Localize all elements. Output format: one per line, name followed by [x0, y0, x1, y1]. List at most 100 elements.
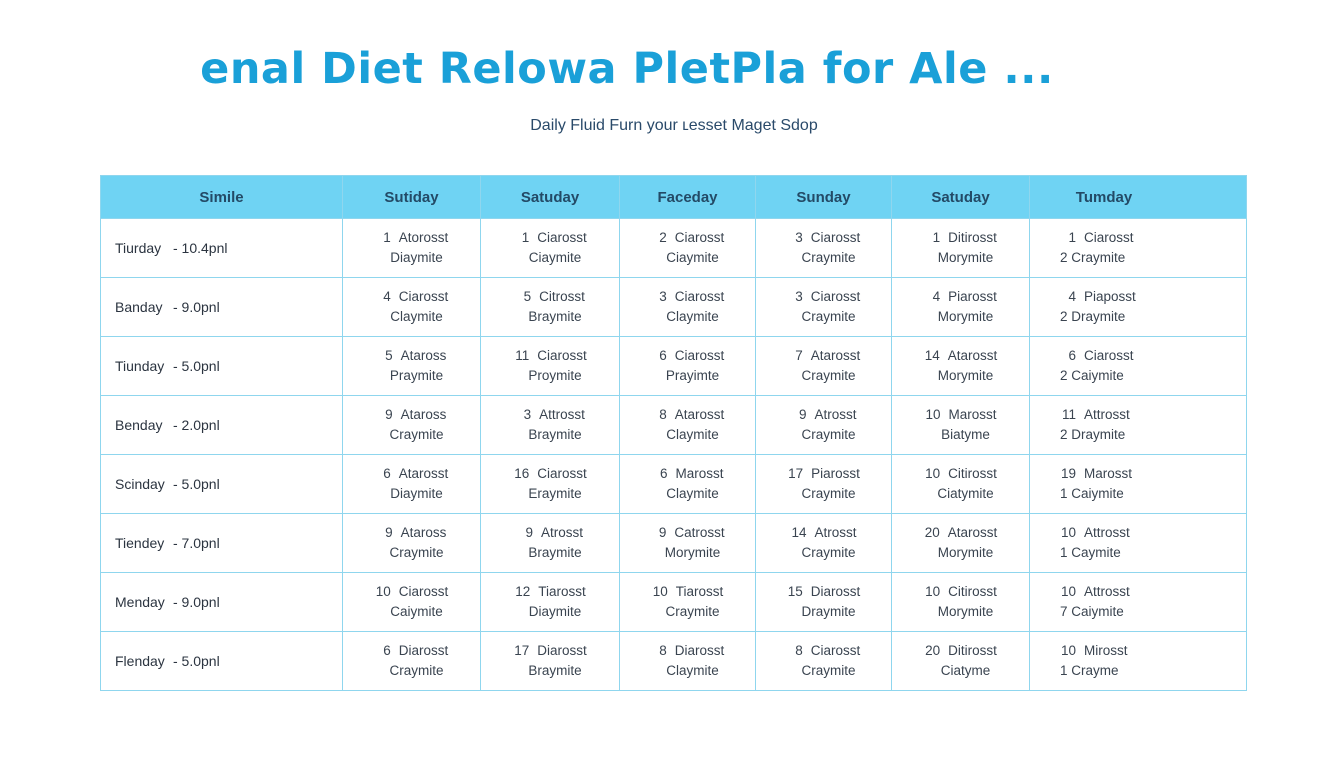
table-cell: 10 Mirosst 1 Crayme: [1029, 631, 1247, 691]
table-cell: 1 Ditirosst Morymite: [891, 218, 1030, 278]
table-row: Tiurday - 10.4pnl 1 Atorosst Diaymite 1 Ciaros…: [100, 218, 1247, 278]
cell-quantity: 10: [652, 584, 668, 599]
page-title: enal Diet Relowa PletPla for Ale ...: [200, 44, 1054, 94]
cell-quantity: 6: [383, 466, 391, 481]
cell-detail: Morymite: [937, 309, 994, 324]
column-header-time: Simile: [100, 175, 343, 219]
cell-quantity: 9: [658, 525, 667, 540]
cell-detail: 2 Caiymite: [1060, 368, 1124, 383]
row-time-label: - 5.0pnl: [173, 653, 220, 669]
cell-item: Ciarosst: [1084, 348, 1134, 363]
row-day-label: Tiendey: [115, 535, 165, 551]
table-cell: 10 Citirosst Ciatymite: [891, 454, 1030, 514]
cell-item: Diarosst: [674, 643, 725, 658]
table-cell: 1 Ciarosst Ciaymite: [480, 218, 620, 278]
cell-item: Attrosst: [1084, 525, 1130, 540]
cell-item: Ciarosst: [537, 466, 587, 481]
row-time-label: - 5.0pnl: [173, 358, 220, 374]
table-cell: 20 Ditirosst Ciatyme: [891, 631, 1030, 691]
cell-quantity: 1: [383, 230, 391, 245]
cell-quantity: 14: [924, 348, 940, 363]
cell-quantity: 10: [925, 407, 941, 422]
cell-quantity: 6: [659, 466, 668, 481]
cell-item: Atarosst: [674, 407, 725, 422]
row-time-cell: Banday - 9.0pnl: [100, 277, 343, 337]
cell-item: Citrosst: [539, 289, 585, 304]
cell-item: Ataross: [400, 348, 447, 363]
cell-detail: Craymite: [801, 545, 856, 560]
table-cell: 8 Diarosst Claymite: [619, 631, 756, 691]
cell-quantity: 19: [1060, 466, 1076, 481]
cell-detail: Craymite: [801, 427, 856, 442]
table-cell: 10 Marosst Biatyme: [891, 395, 1030, 455]
column-header-label: Faceday: [657, 188, 718, 206]
table-cell: 12 Tiarosst Diaymite: [480, 572, 620, 632]
cell-item: Attrosst: [1084, 584, 1130, 599]
cell-detail: 2 Draymite: [1060, 427, 1126, 442]
cell-item: Ciarosst: [674, 230, 725, 245]
cell-item: Piarosst: [811, 466, 860, 481]
cell-quantity: 4: [932, 289, 941, 304]
cell-detail: Craymite: [801, 250, 856, 265]
row-day-label: Tiunday: [115, 358, 165, 374]
cell-quantity: 16: [514, 466, 530, 481]
cell-detail: Ciatyme: [940, 663, 991, 678]
table-cell: 9 Atrosst Craymite: [755, 395, 892, 455]
table-cell: 10 Tiarosst Craymite: [619, 572, 756, 632]
column-header-day: Sutiday: [342, 175, 481, 219]
cell-quantity: 3: [795, 230, 803, 245]
cell-item: Catrosst: [674, 525, 725, 540]
cell-detail: Claymite: [390, 309, 443, 324]
cell-detail: Prayimte: [665, 368, 720, 383]
cell-quantity: 10: [375, 584, 391, 599]
table-cell: 3 Ciarosst Claymite: [619, 277, 756, 337]
cell-quantity: 17: [514, 643, 530, 658]
table-cell: 8 Ciarosst Craymite: [755, 631, 892, 691]
row-time-label: - 2.0pnl: [173, 417, 220, 433]
column-header-day: Sunday: [755, 175, 892, 219]
cell-quantity: 3: [795, 289, 803, 304]
table-cell: 17 Piarosst Craymite: [755, 454, 892, 514]
table-cell: 10 Citirosst Morymite: [891, 572, 1030, 632]
cell-item: Ciarosst: [810, 230, 861, 245]
table-cell: 11 Attrosst 2 Draymite: [1029, 395, 1247, 455]
cell-detail: 2 Craymite: [1060, 250, 1126, 265]
cell-item: Ciarosst: [810, 289, 861, 304]
cell-item: Ataross: [400, 525, 447, 540]
table-row: Benday - 2.0pnl 9 Ataross Craymite 3 Attrosst B…: [100, 395, 1247, 455]
cell-quantity: 15: [787, 584, 803, 599]
table-cell: 6 Atarosst Diaymite: [342, 454, 481, 514]
cell-quantity: 4: [1068, 289, 1076, 304]
cell-quantity: 2: [659, 230, 667, 245]
table-cell: 6 Diarosst Craymite: [342, 631, 481, 691]
cell-quantity: 20: [924, 525, 940, 540]
table-cell: 9 Catrosst Morymite: [619, 513, 756, 573]
cell-quantity: 9: [385, 407, 393, 422]
cell-quantity: 17: [788, 466, 804, 481]
cell-item: Ditirosst: [948, 230, 997, 245]
cell-item: Mirosst: [1084, 643, 1128, 658]
table-header-row: Simile Sutiday Satuday Faceday Sunday Satuday…: [100, 175, 1247, 219]
row-time-cell: Menday - 9.0pnl: [100, 572, 343, 632]
cell-item: Marosst: [1084, 466, 1133, 481]
cell-item: Diarosst: [537, 643, 587, 658]
cell-quantity: 4: [383, 289, 391, 304]
cell-detail: Diaymite: [390, 486, 443, 501]
row-time-cell: Tiendey - 7.0pnl: [100, 513, 343, 573]
table-cell: 16 Ciarosst Eraymite: [480, 454, 620, 514]
cell-quantity: 6: [659, 348, 667, 363]
cell-detail: Claymite: [666, 486, 719, 501]
cell-item: Attrosst: [1084, 407, 1130, 422]
cell-quantity: 1: [521, 230, 530, 245]
cell-detail: Braymite: [528, 663, 582, 678]
cell-detail: Braymite: [528, 427, 582, 442]
cell-detail: Biatyme: [941, 427, 990, 442]
cell-item: Atarosst: [810, 348, 861, 363]
column-header-label: Tumday: [1075, 188, 1133, 206]
cell-item: Citirosst: [948, 466, 997, 481]
cell-item: Diarosst: [810, 584, 861, 599]
cell-detail: Diaymite: [390, 250, 443, 265]
cell-quantity: 10: [1060, 525, 1076, 540]
page-subtitle: Daily Fluid Furn your ʟesset Maget Sdop: [530, 117, 818, 134]
cell-item: Ciarosst: [674, 348, 725, 363]
